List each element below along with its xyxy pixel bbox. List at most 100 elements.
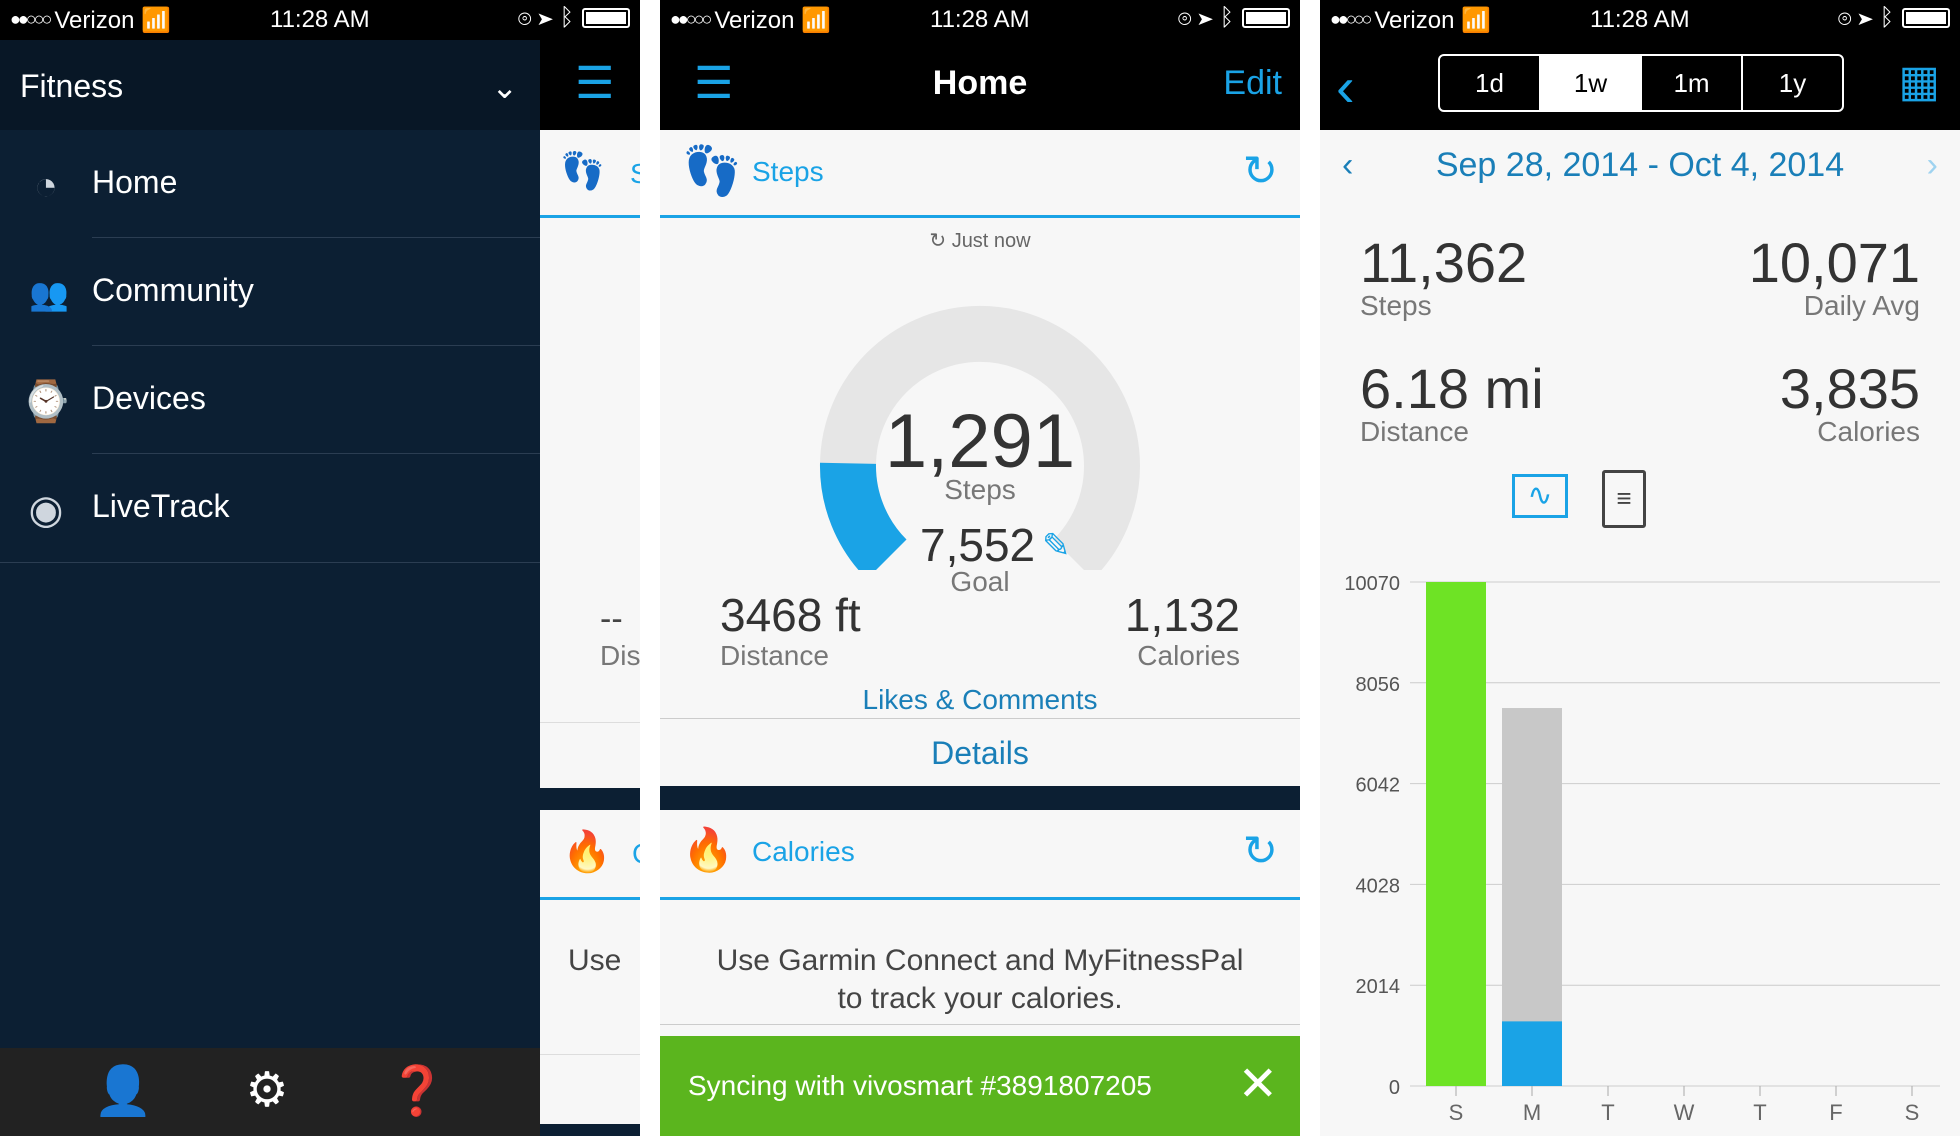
- segment-1y[interactable]: 1y: [1778, 68, 1807, 98]
- divider: [0, 562, 540, 563]
- calories-message: Use Garmin Connect and MyFitnessPal to t…: [660, 942, 1300, 1018]
- bluetooth-icon: ᛒ: [559, 4, 574, 31]
- list-view-icon[interactable]: ≡: [1602, 470, 1646, 528]
- calories-card-title: Calories: [752, 836, 855, 867]
- bluetooth-icon: ᛒ: [1219, 4, 1234, 31]
- calories-message-line: Use Garmin Connect and MyFitnessPal: [716, 944, 1244, 977]
- goal-label: Goal: [950, 566, 1010, 597]
- clock: 11:28 AM: [930, 6, 1030, 33]
- page-title: Home: [932, 64, 1028, 102]
- menu-item-home[interactable]: ◔ Home: [0, 130, 540, 238]
- signal-icon: ●●○○○: [1330, 9, 1372, 29]
- phone-menu-screen: ●●○○○ Verizon 📶 11:28 AM ⊚ ➤ ᛒ Fitness ⌄ …: [0, 0, 640, 1136]
- lock-rotation-icon: ⊚: [1837, 4, 1852, 31]
- nav-bar: ☰ Home Edit: [660, 40, 1300, 130]
- segment-1w[interactable]: 1w: [1541, 56, 1642, 110]
- segment-1d[interactable]: 1d: [1440, 56, 1541, 110]
- segment-1m[interactable]: 1m: [1642, 56, 1743, 110]
- menu-item-livetrack[interactable]: ◉ LiveTrack: [0, 454, 540, 562]
- battery-icon: [1902, 8, 1950, 28]
- time-range-segmented-control: 1d 1w 1m 1y: [1438, 54, 1844, 112]
- location-icon: ➤: [1858, 4, 1873, 31]
- carrier-label: Verizon: [714, 7, 795, 34]
- menu-icon[interactable]: ☰: [694, 59, 734, 108]
- steps-bar: [1502, 1021, 1562, 1086]
- sync-banner-text: Syncing with vivosmart #3891807205: [688, 1070, 1152, 1101]
- edit-button[interactable]: Edit: [1223, 64, 1282, 102]
- divider: [92, 453, 540, 454]
- x-tick-label: T: [1601, 1100, 1614, 1125]
- calories-value: 1,132: [1124, 589, 1240, 641]
- battery-icon: [1242, 8, 1290, 28]
- settings-icon[interactable]: ⚙: [245, 1064, 289, 1117]
- total-steps-value: 11,362: [1360, 231, 1528, 294]
- divider: [92, 345, 540, 346]
- footsteps-icon: 👣: [682, 145, 742, 198]
- card-separator: [660, 786, 1300, 810]
- distance-value: --: [600, 600, 623, 638]
- x-tick-label: S: [1449, 1100, 1464, 1125]
- steps-card-header[interactable]: 👣 Steps ↻: [660, 130, 1300, 218]
- sync-status-text: Just now: [951, 230, 1031, 252]
- home-screen-peek[interactable]: ☰ 👣 S -- Dis 🔥 C Use: [540, 40, 640, 1136]
- goal-value: 7,552: [920, 519, 1036, 571]
- total-distance-label: Distance: [1360, 416, 1469, 447]
- signal-icon: ●●○○○: [670, 9, 712, 29]
- date-range: Sep 28, 2014 - Oct 4, 2014: [1435, 146, 1845, 184]
- carrier-label: Verizon: [54, 7, 135, 34]
- x-tick-label: T: [1753, 1100, 1766, 1125]
- total-distance-value: 6.18 mi: [1360, 357, 1544, 420]
- drawer-header[interactable]: Fitness ⌄: [0, 40, 540, 130]
- menu-icon[interactable]: ☰: [575, 59, 615, 108]
- calendar-icon[interactable]: ▦: [1898, 57, 1940, 106]
- lock-rotation-icon: ⊚: [1177, 4, 1192, 31]
- back-arrow-icon[interactable]: ‹: [1336, 55, 1355, 118]
- profile-icon[interactable]: 👤: [93, 1065, 153, 1118]
- previous-range-icon[interactable]: ‹: [1342, 146, 1354, 184]
- menu-item-label: Community: [92, 272, 254, 308]
- calories-label: Calories: [1137, 640, 1240, 671]
- nav-bar: ‹ 1d 1w 1m 1y ▦: [1320, 40, 1960, 130]
- status-bar: ●●○○○ Verizon 📶 11:28 AM ⊚ ➤ ᛒ: [660, 0, 1300, 40]
- menu-item-community[interactable]: 👥 Community: [0, 238, 540, 346]
- y-tick-label: 10070: [1344, 573, 1400, 595]
- watch-icon: ⌚: [21, 380, 71, 424]
- clock: 11:28 AM: [1590, 6, 1690, 33]
- chevron-down-icon[interactable]: ⌄: [491, 69, 518, 105]
- help-icon[interactable]: ❓: [387, 1065, 447, 1118]
- navigation-drawer: Fitness ⌄ ◔ Home 👥 Community ⌚ Devices ◉…: [0, 40, 540, 1136]
- refresh-icon[interactable]: ↻: [1242, 827, 1278, 874]
- calories-card-header[interactable]: 🔥 Calories ↻: [660, 810, 1300, 900]
- distance-label: Dis: [600, 640, 640, 671]
- flame-icon: 🔥: [562, 830, 612, 874]
- dashboard-icon: ◔: [33, 164, 59, 208]
- location-icon: ➤: [538, 4, 553, 31]
- eye-icon: ◉: [28, 488, 64, 532]
- y-tick-label: 6042: [1356, 775, 1401, 797]
- wifi-icon: 📶: [801, 7, 831, 34]
- steps-label: Steps: [944, 474, 1016, 505]
- menu-item-devices[interactable]: ⌚ Devices: [0, 346, 540, 454]
- community-icon: 👥: [29, 276, 69, 312]
- weekly-steps-chart: 0 2014 4028 6042 8056 10070 S M T W T F S: [1344, 573, 1940, 1125]
- details-button[interactable]: Details: [660, 718, 1300, 786]
- distance-label: Distance: [720, 640, 829, 671]
- refresh-icon[interactable]: ↻: [1242, 147, 1278, 194]
- total-steps-label: Steps: [1360, 290, 1432, 321]
- lock-rotation-icon: ⊚: [517, 4, 532, 31]
- pencil-icon[interactable]: ✎: [1042, 527, 1071, 565]
- steps-card-header: 👣 S: [540, 130, 640, 218]
- phone-home-screen: ●●○○○ Verizon 📶 11:28 AM ⊚ ➤ ᛒ ☰ Home Edi…: [660, 0, 1300, 1136]
- menu-item-label: Devices: [92, 380, 206, 416]
- steps-title: S: [630, 158, 640, 189]
- close-icon[interactable]: ✕: [1237, 1058, 1278, 1111]
- sync-status: ↻ Just now: [660, 228, 1300, 253]
- likes-comments-link[interactable]: Likes & Comments: [862, 684, 1098, 715]
- drawer-toolbar: 👤 ⚙ ❓: [0, 1048, 540, 1136]
- daily-avg-label: Daily Avg: [1803, 290, 1920, 321]
- footsteps-icon: 👣: [560, 150, 605, 191]
- wifi-icon: 📶: [1461, 7, 1491, 34]
- graph-view-icon[interactable]: ∿: [1512, 474, 1568, 518]
- next-range-icon[interactable]: ›: [1926, 146, 1938, 184]
- status-bar: ●●○○○ Verizon 📶 11:28 AM ⊚ ➤ ᛒ: [1320, 0, 1960, 40]
